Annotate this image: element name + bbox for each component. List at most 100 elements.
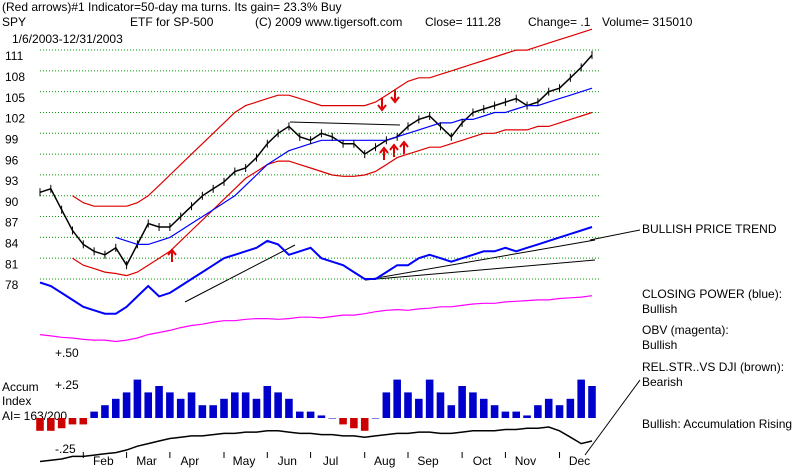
subtitle: 1/6/2003-12/31/2003 — [12, 32, 123, 46]
y-tick-label: 102 — [5, 112, 25, 126]
accum-bar — [566, 398, 575, 418]
pointer — [589, 229, 641, 241]
accum-bar — [209, 405, 217, 418]
trend-line — [364, 259, 596, 281]
accum-bar — [155, 386, 163, 418]
accum-bar — [198, 405, 207, 418]
legend-label: OBV (magenta): — [642, 323, 729, 337]
y-tick-label: +.25 — [55, 378, 79, 392]
x-tick-label: Sep — [417, 454, 439, 468]
pointer — [584, 379, 641, 456]
series-line — [39, 226, 593, 315]
y-tick-label: 90 — [5, 195, 19, 209]
accum-bar — [512, 411, 521, 418]
y-tick-label: 78 — [5, 278, 19, 292]
accum-bar — [436, 392, 445, 418]
header: ETF for SP-500 — [130, 15, 214, 29]
accum-bar — [187, 392, 196, 418]
accum-bar — [231, 392, 239, 418]
accum-bar — [523, 415, 531, 418]
accum-bar — [501, 411, 510, 418]
accum-bar — [47, 418, 55, 431]
accum-bar — [241, 392, 250, 418]
note: Bullish: Accumulation Rising — [642, 417, 792, 431]
accum-bar — [544, 398, 553, 418]
chart-title: (Red arrows)#1 Indicator=50-day ma turns… — [2, 0, 342, 14]
accum-bar — [371, 418, 380, 419]
accum-bar — [176, 398, 185, 418]
accum-bar — [90, 411, 98, 418]
x-tick-label: Feb — [93, 454, 114, 468]
accum-bar — [274, 392, 282, 418]
legend-status: Bearish — [642, 375, 683, 389]
accum-bar — [220, 398, 228, 418]
accum-bar — [382, 392, 391, 418]
series-line — [72, 111, 593, 277]
y-label: Accum — [2, 380, 39, 394]
x-tick-label: Jul — [323, 454, 338, 468]
y-tick-label: -.25 — [55, 442, 76, 456]
accum-bar — [393, 379, 401, 418]
x-tick-label: Jun — [278, 454, 297, 468]
accum-bar — [479, 398, 488, 418]
series-line — [39, 54, 593, 267]
accum-bar — [404, 392, 412, 418]
x-tick-label: Apr — [181, 454, 200, 468]
buy-arrow — [379, 146, 389, 160]
x-tick-label: Aug — [374, 454, 395, 468]
y-tick-label: +.50 — [55, 346, 79, 360]
x-tick-label: Dec — [569, 454, 590, 468]
header: Change= .1 — [528, 15, 591, 29]
accum-bar — [458, 386, 466, 418]
accum-bar — [79, 418, 88, 425]
series-line — [39, 426, 593, 463]
trend-line — [364, 239, 596, 281]
y-label: Index — [2, 394, 31, 408]
y-tick-label: 108 — [5, 70, 25, 84]
legend-status: Bullish — [642, 302, 677, 316]
x-tick-label: Oct — [473, 454, 492, 468]
legend-status: Bullish — [642, 338, 677, 352]
header: (C) 2009 www.tigersoft.com — [255, 15, 402, 29]
accum-bar — [577, 379, 585, 418]
y-tick-label: 81 — [5, 257, 19, 271]
accum-bar — [57, 418, 66, 429]
series-line — [72, 28, 593, 207]
legend-label: REL.STR..VS DJI (brown): — [642, 360, 784, 374]
accum-bar — [317, 415, 326, 418]
y-tick-label: 99 — [5, 132, 19, 146]
accum-bar — [295, 411, 304, 418]
accum-bar — [263, 386, 272, 418]
signal-arrows — [167, 90, 409, 262]
accum-bar — [285, 398, 293, 418]
accum-bar — [166, 392, 174, 418]
accum-bar — [339, 418, 347, 425]
x-tick-label: Mar — [136, 454, 157, 468]
y-tick-label: 84 — [5, 237, 19, 251]
accum-bar — [588, 386, 596, 418]
accum-bar — [111, 398, 120, 418]
trend-label: BULLISH PRICE TREND — [642, 222, 777, 236]
y-tick-label: 111 — [5, 49, 24, 63]
accum-bar — [306, 411, 315, 418]
y-tick-label: 105 — [5, 91, 25, 105]
buy-arrow — [399, 140, 409, 154]
trend-line — [184, 244, 296, 303]
accum-bar — [101, 405, 109, 418]
accum-bar — [133, 379, 142, 418]
accum-bar — [447, 405, 456, 418]
accum-bar — [252, 398, 261, 418]
y-tick-label: 87 — [5, 216, 19, 230]
x-tick-label: May — [233, 454, 256, 468]
header: Volume= 315010 — [602, 15, 693, 29]
legend-label: CLOSING POWER (blue): — [642, 287, 782, 301]
accum-bar — [350, 418, 358, 429]
accum-bar — [425, 379, 434, 418]
ai-label: AI= 163/200 — [2, 409, 67, 423]
accum-bar — [469, 392, 477, 418]
trend-line — [289, 121, 401, 126]
header: SPY — [2, 15, 26, 29]
accum-bar — [534, 405, 542, 418]
y-tick-label: 96 — [5, 153, 19, 167]
